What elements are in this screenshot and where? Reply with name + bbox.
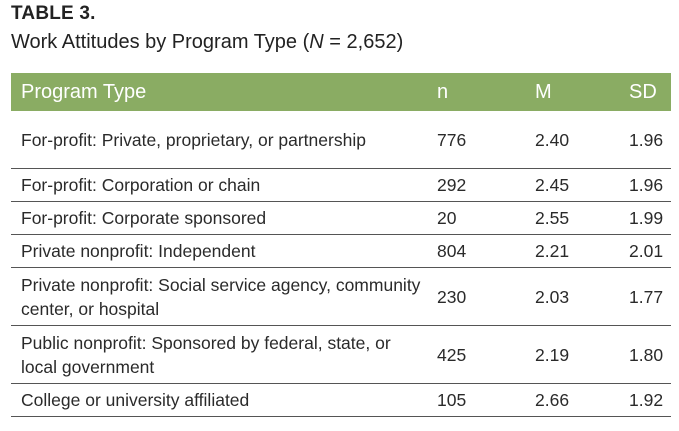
table-row: For-profit: Private, proprietary, or par…	[11, 111, 671, 169]
table-row: College or university affiliated 105 2.6…	[11, 383, 671, 417]
table-row: For-profit: Corporation or chain 292 2.4…	[11, 168, 671, 202]
table-row: Private nonprofit: Independent 804 2.21 …	[11, 234, 671, 268]
cell-m: 2.66	[523, 383, 621, 417]
cell-sd: 1.80	[621, 325, 671, 384]
cell-n: 425	[425, 325, 523, 384]
column-header-m: M	[523, 73, 621, 111]
cell-sd: 1.96	[621, 168, 671, 202]
cell-sd: 1.99	[621, 201, 671, 235]
cell-program-type: Private nonprofit: Independent	[11, 234, 425, 268]
column-header-n: n	[425, 73, 523, 111]
column-header-program-type: Program Type	[11, 73, 425, 111]
caption-prefix: Work Attitudes by Program Type (	[11, 31, 310, 53]
caption-n-symbol: N	[309, 31, 324, 53]
cell-m: 2.40	[523, 111, 621, 169]
table-row: For-profit: Corporate sponsored 20 2.55 …	[11, 201, 671, 235]
cell-program-type: For-profit: Corporation or chain	[11, 168, 425, 202]
program-type-table: Program Type n M SD For-profit: Private,…	[11, 73, 671, 417]
cell-m: 2.03	[523, 267, 621, 326]
cell-m: 2.45	[523, 168, 621, 202]
table-header-row: Program Type n M SD	[11, 73, 671, 111]
cell-program-type: For-profit: Corporate sponsored	[11, 201, 425, 235]
cell-sd: 1.96	[621, 111, 671, 169]
cell-n: 20	[425, 201, 523, 235]
cell-program-type: Public nonprofit: Sponsored by federal, …	[11, 325, 425, 384]
table-label: TABLE 3.	[11, 3, 96, 24]
cell-program-type: For-profit: Private, proprietary, or par…	[11, 111, 425, 169]
cell-n: 804	[425, 234, 523, 268]
cell-sd: 1.92	[621, 383, 671, 417]
caption-suffix: = 2,652)	[323, 31, 404, 53]
column-header-sd: SD	[621, 73, 671, 111]
cell-n: 776	[425, 111, 523, 169]
cell-m: 2.55	[523, 201, 621, 235]
table-row: Public nonprofit: Sponsored by federal, …	[11, 325, 671, 384]
cell-m: 2.19	[523, 325, 621, 384]
cell-n: 230	[425, 267, 523, 326]
table-caption: Work Attitudes by Program Type (N = 2,65…	[11, 31, 403, 54]
cell-sd: 2.01	[621, 234, 671, 268]
cell-n: 105	[425, 383, 523, 417]
cell-n: 292	[425, 168, 523, 202]
cell-program-type: Private nonprofit: Social service agency…	[11, 267, 425, 326]
cell-program-type: College or university affiliated	[11, 383, 425, 417]
cell-sd: 1.77	[621, 267, 671, 326]
table-row: Private nonprofit: Social service agency…	[11, 267, 671, 326]
cell-m: 2.21	[523, 234, 621, 268]
